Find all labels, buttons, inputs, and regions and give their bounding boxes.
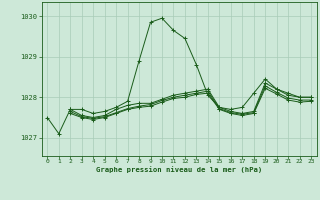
X-axis label: Graphe pression niveau de la mer (hPa): Graphe pression niveau de la mer (hPa) — [96, 166, 262, 173]
